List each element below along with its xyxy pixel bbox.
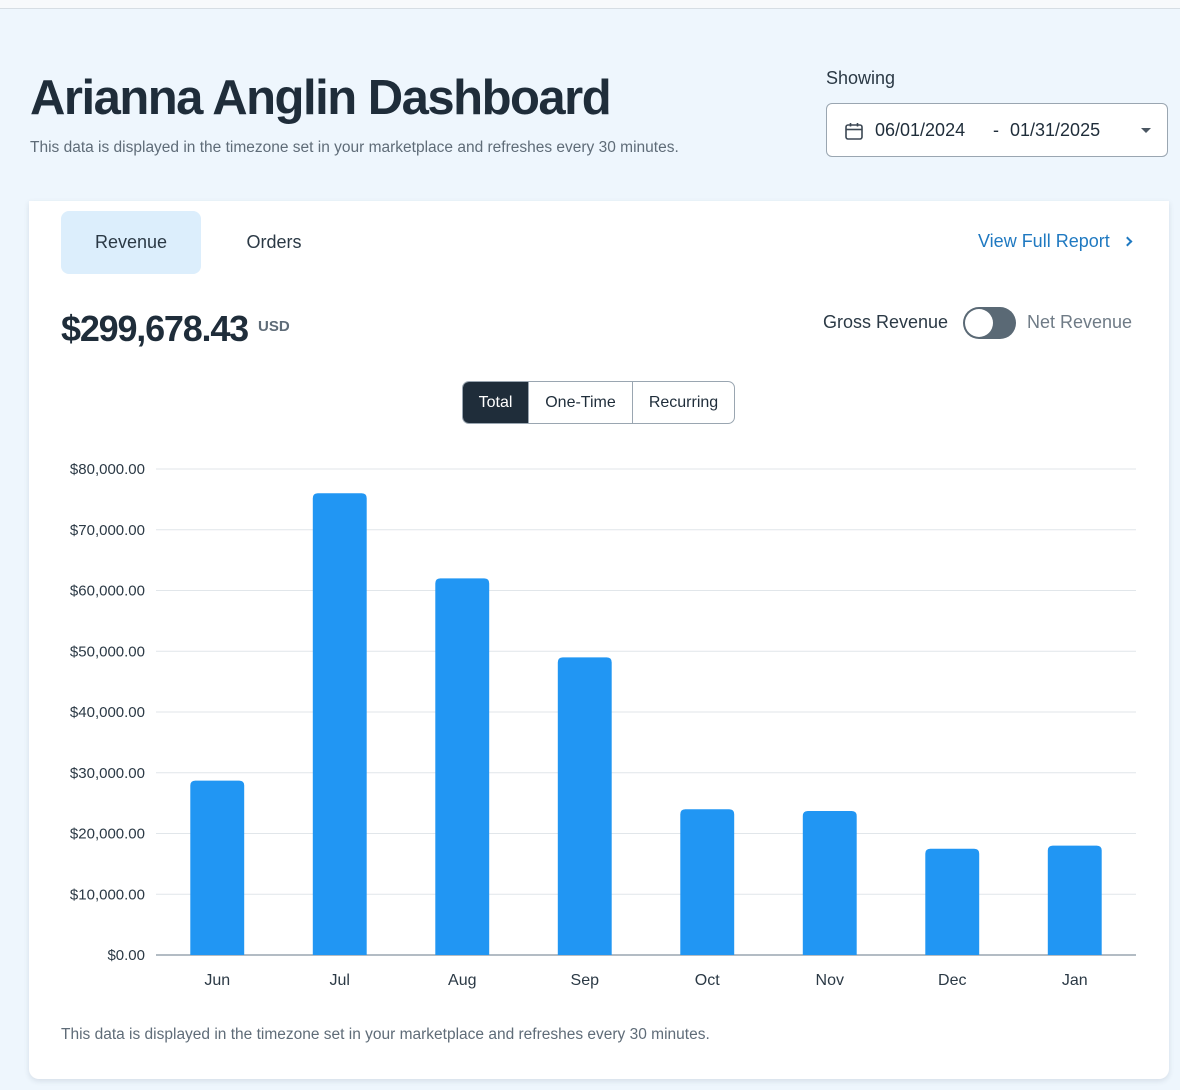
bar — [925, 848, 980, 955]
y-tick-label: $80,000.00 — [70, 461, 145, 478]
x-tick-label: Aug — [448, 972, 476, 989]
net-revenue-label: Net Revenue — [1027, 312, 1133, 332]
y-tick-label: $70,000.00 — [70, 522, 145, 539]
top-border — [0, 0, 1180, 9]
page-subtitle: This data is displayed in the timezone s… — [30, 139, 679, 156]
toggle-knob[interactable] — [965, 309, 993, 337]
segment-recurring[interactable]: Recurring — [648, 393, 719, 411]
chevron-down-icon[interactable] — [1141, 128, 1151, 133]
chart-footnote: This data is displayed in the timezone s… — [61, 1026, 710, 1043]
bar — [312, 493, 367, 955]
total-revenue-amount: $299,678.43 — [61, 308, 249, 349]
view-full-report-label[interactable]: View Full Report — [978, 231, 1110, 251]
bar — [557, 657, 612, 955]
y-tick-label: $40,000.00 — [70, 704, 145, 721]
date-separator: - — [993, 120, 999, 140]
x-tick-label: Sep — [571, 972, 600, 989]
page-title: Arianna Anglin Dashboard — [30, 71, 612, 125]
y-tick-label: $50,000.00 — [70, 643, 145, 660]
date-range-picker[interactable]: 06/01/2024 - 01/31/2025 — [826, 103, 1168, 157]
currency-label: USD — [258, 318, 290, 335]
revenue-bar-chart: $0.00 $10,000.00 $20,000.00 $30,000.00 $40,0… — [70, 461, 1136, 989]
segment-one-time[interactable]: One-Time — [529, 382, 633, 423]
bar — [1047, 845, 1102, 955]
x-tick-label: Jul — [330, 972, 350, 989]
date-start[interactable]: 06/01/2024 — [875, 120, 966, 140]
gross-revenue-label: Gross Revenue — [823, 312, 949, 332]
bar — [802, 811, 857, 955]
chevron-right-icon[interactable] — [1122, 236, 1133, 247]
segment-total[interactable]: Total — [463, 382, 529, 423]
bar — [435, 578, 490, 955]
revenue-card: Revenue Orders View Full Report $299,678… — [29, 201, 1169, 1079]
bar — [680, 809, 735, 955]
y-tick-label: $30,000.00 — [70, 765, 145, 782]
date-range-label: Showing — [826, 68, 896, 88]
x-tick-label: Dec — [938, 972, 966, 989]
x-tick-label: Jun — [204, 972, 230, 989]
tab-orders[interactable]: Orders — [246, 232, 302, 252]
x-tick-label: Nov — [816, 972, 844, 989]
x-tick-label: Jan — [1062, 972, 1088, 989]
date-end[interactable]: 01/31/2025 — [1010, 120, 1101, 140]
view-full-report-link[interactable]: View Full Report — [978, 231, 1133, 252]
x-tick-label: Oct — [695, 972, 720, 989]
y-tick-label: $10,000.00 — [70, 886, 145, 903]
y-tick-label: $60,000.00 — [70, 583, 145, 600]
bar — [190, 780, 245, 955]
y-tick-label: $0.00 — [107, 947, 145, 964]
calendar-icon — [845, 123, 863, 140]
revenue-type-toggle[interactable] — [963, 307, 1016, 339]
revenue-segment-control: Total One-Time Recurring — [462, 381, 735, 424]
y-tick-label: $20,000.00 — [70, 826, 145, 843]
tab-revenue[interactable]: Revenue — [61, 211, 201, 274]
